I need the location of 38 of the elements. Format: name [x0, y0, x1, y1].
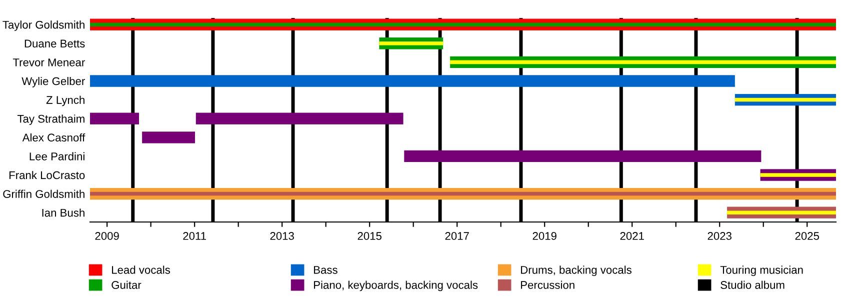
legend-label: Touring musician: [720, 266, 803, 276]
legend-label: Lead vocals: [112, 266, 170, 274]
y-tick-label: Lee Pardini: [30, 152, 84, 160]
x-tick-label: 2009: [95, 232, 119, 240]
y-tick-label: Wylie Gelber: [22, 76, 85, 88]
x-tick-label: 2011: [183, 232, 206, 240]
legend-label: Piano, keyboards, backing vocals: [314, 280, 478, 292]
legend-label: Studio album: [720, 280, 784, 289]
x-tick-label: 2015: [358, 232, 382, 240]
bar: [379, 42, 444, 46]
x-tick-label: 2021: [620, 232, 644, 240]
legend-label: Percussion: [521, 280, 574, 289]
y-tick-label: Taylor Goldsmith: [2, 20, 84, 31]
bar: [734, 98, 836, 102]
legend-label: Guitar: [112, 280, 142, 289]
bar: [404, 150, 762, 162]
y-tick-label: Griffin Goldsmith: [3, 190, 84, 198]
bar: [450, 60, 836, 64]
y-tick-label: Z Lynch: [46, 96, 84, 106]
y-tick-label: Tay Strathaim: [17, 114, 84, 125]
legend-label: Drums, backing vocals: [521, 266, 632, 276]
y-tick-label: Alex Casnoff: [22, 133, 86, 142]
bar: [727, 210, 836, 214]
x-tick-label: 2025: [795, 232, 820, 240]
y-tick-label: Trevor Menear: [12, 58, 85, 66]
y-tick-label: Frank LoCrasto: [9, 170, 85, 180]
x-tick-label: 2019: [532, 232, 556, 240]
bar: [90, 112, 140, 124]
bar: [142, 132, 196, 144]
bar: [196, 112, 404, 124]
y-tick-label: Ian Bush: [42, 208, 84, 217]
y-tick-label: Duane Betts: [24, 40, 85, 48]
x-tick-label: 2017: [445, 232, 469, 240]
bar: [90, 75, 735, 87]
legend-label: Bass: [314, 266, 338, 274]
x-tick-label: 2013: [270, 232, 294, 240]
bar: [760, 173, 836, 177]
x-tick-label: 2023: [708, 232, 732, 240]
